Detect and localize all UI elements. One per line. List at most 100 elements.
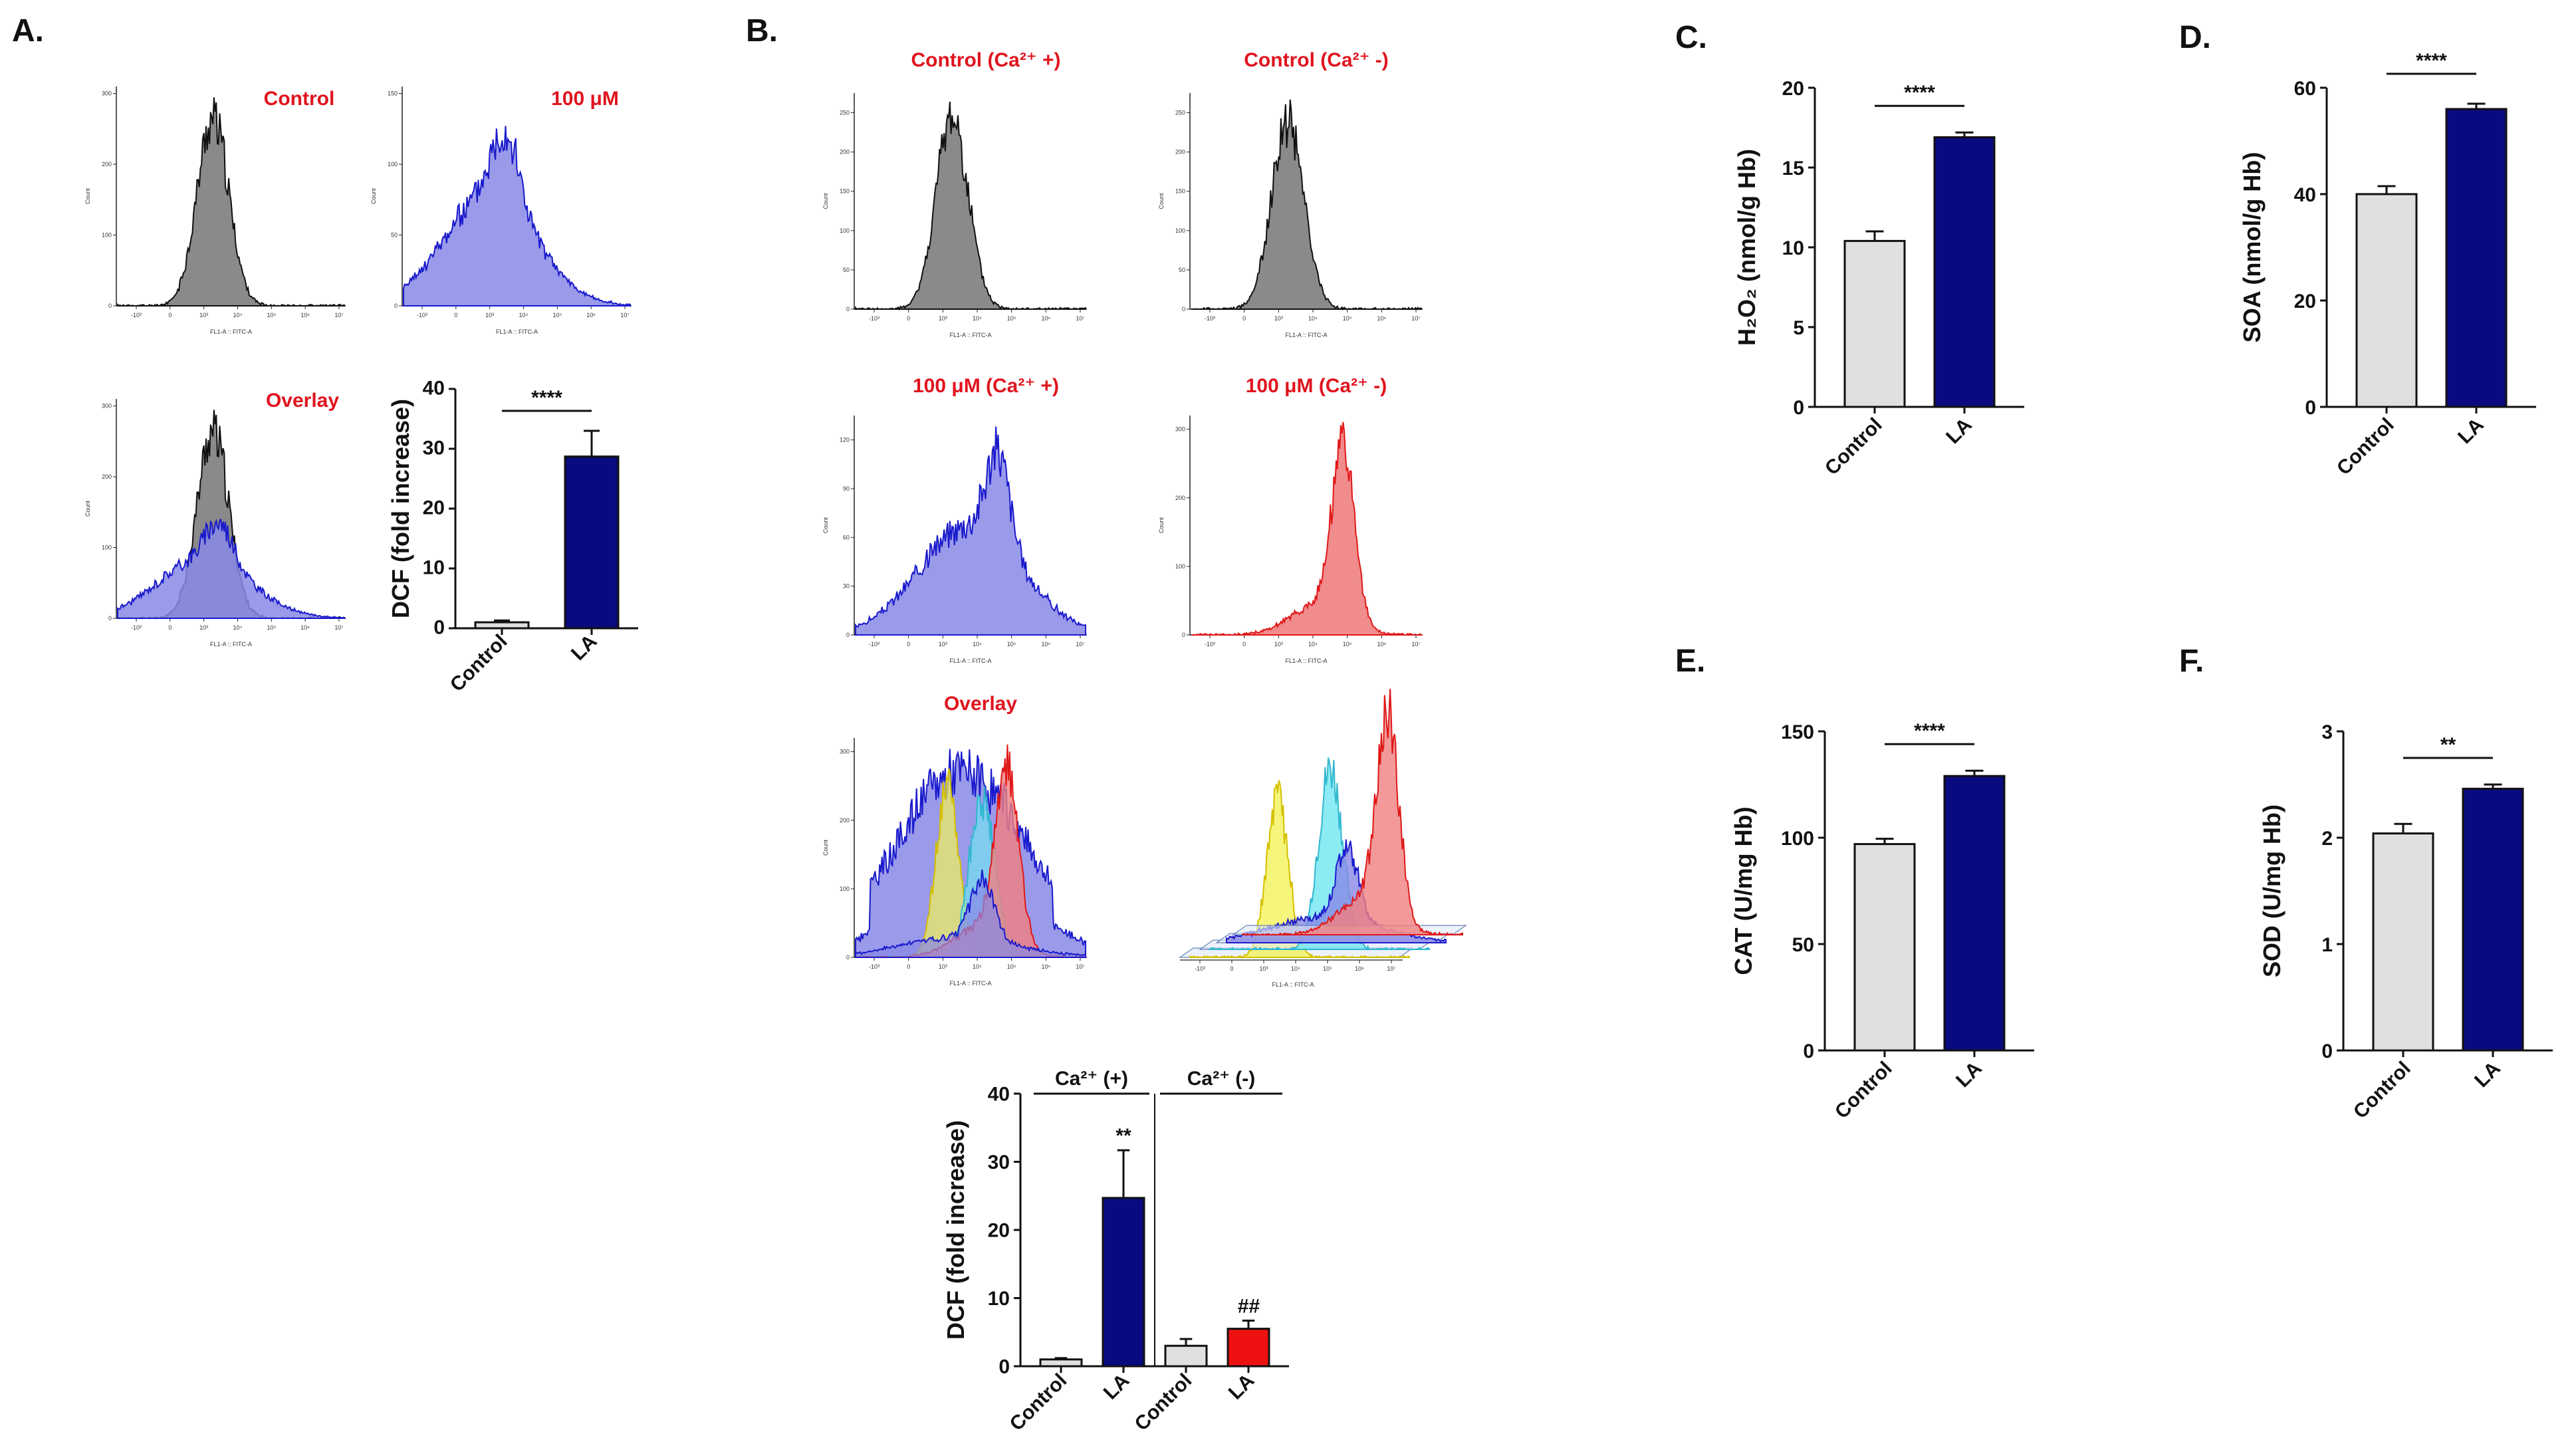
bar <box>1039 1358 1083 1368</box>
treated-histogram <box>117 518 346 619</box>
y-tick-label: 300 <box>102 403 112 410</box>
significance-stars: **** <box>1914 720 1945 742</box>
panel-label-d: D. <box>2179 20 2211 55</box>
x-tick-label: -10³ <box>1195 965 1205 972</box>
bar <box>1102 1197 1145 1368</box>
x-tick-label: 10³ <box>939 315 947 322</box>
y-tick-label: 0 <box>1182 306 1185 312</box>
x-tick-label: -10³ <box>869 963 879 970</box>
y-tick-label: 50 <box>391 232 398 239</box>
x-tick-label: 10⁷ <box>620 312 629 318</box>
x-tick-label: 10⁷ <box>1411 315 1420 322</box>
panel-label-e: E. <box>1675 644 1705 679</box>
category-label: Control <box>446 630 512 696</box>
bar-chart-C: 0 5 10 15 20 Control LA H₂O₂ (nmol/g Hb) **** <box>1733 78 2024 479</box>
significance-mark: ** <box>1115 1125 1131 1147</box>
y-tick-label: 200 <box>840 817 850 824</box>
y-tick-label: 150 <box>1175 188 1185 195</box>
panel-label-a: A. <box>12 13 44 49</box>
hist-b-ctrl-plus: 0 50 100 150 200 250 -10³ 0 10³ 10⁴ 10⁵ 10⁶ 10⁷ FL1-A… <box>822 49 1087 338</box>
x-tick-label: 0 <box>907 963 910 970</box>
overlay-histogram <box>1242 688 1463 936</box>
bar <box>1843 239 1906 408</box>
bar <box>474 621 530 630</box>
category-label: Control <box>2349 1057 2415 1123</box>
y-tick-label: 0 <box>108 303 112 309</box>
x-tick-label: 10⁶ <box>1377 315 1386 322</box>
x-tick-label: 0 <box>1230 965 1233 972</box>
category-label: Control <box>1821 414 1887 479</box>
bar <box>564 455 620 630</box>
bar <box>1853 843 1916 1052</box>
x-tick-label: 10⁵ <box>1323 965 1332 972</box>
y-tick-label: 100 <box>840 227 850 234</box>
x-tick-label: 10⁵ <box>1343 315 1352 322</box>
y-tick-label: 150 <box>840 188 850 195</box>
x-tick-label: 10⁷ <box>1387 965 1395 972</box>
x-tick-label: 10⁶ <box>300 312 310 318</box>
significance-stars: **** <box>2416 50 2447 72</box>
y-tick-label: 30 <box>423 437 445 459</box>
x-tick-label: -10³ <box>417 312 427 318</box>
y-axis-label: Count <box>84 188 91 205</box>
x-tick-label: 0 <box>168 624 172 631</box>
x-tick-label: 10⁵ <box>1007 963 1016 970</box>
x-tick-label: 0 <box>1242 315 1246 322</box>
x-tick-label: 10³ <box>485 312 494 318</box>
panel-label-c: C. <box>1675 20 1707 55</box>
y-axis-title: SOA (nmol/g Hb) <box>2238 152 2266 343</box>
x-axis-label: FL1-A :: FITC-A <box>1285 658 1327 664</box>
y-axis-label: Count <box>370 188 377 205</box>
y-tick-label: 10 <box>423 556 445 578</box>
control-histogram <box>1191 99 1422 310</box>
y-tick-label: 120 <box>840 437 850 443</box>
hist-title: Overlay <box>944 693 1017 715</box>
x-tick-label: 10⁴ <box>233 312 243 318</box>
control-histogram <box>855 101 1086 311</box>
y-tick-label: 60 <box>2294 78 2316 100</box>
x-tick-label: 10⁵ <box>267 624 276 631</box>
x-axis-label: FL1-A :: FITC-A <box>1285 332 1327 338</box>
bar <box>2372 832 2434 1052</box>
y-tick-label: 20 <box>988 1220 1010 1242</box>
x-axis-label: FL1-A :: FITC-A <box>210 328 252 335</box>
x-tick-label: 10³ <box>199 312 208 318</box>
bar <box>2445 108 2508 408</box>
y-tick-label: 200 <box>102 161 112 168</box>
y-tick-label: 0 <box>433 616 445 638</box>
y-tick-label: 20 <box>2294 291 2316 312</box>
y-tick-label: 200 <box>840 149 850 156</box>
y-tick-label: 100 <box>102 232 112 239</box>
x-axis-label: FL1-A :: FITC-A <box>949 658 991 664</box>
significance-stars: ** <box>2440 734 2456 756</box>
hist-title: 100 μM <box>551 88 619 110</box>
category-label: LA <box>1100 1370 1134 1404</box>
x-tick-label: 10⁶ <box>586 312 596 318</box>
hist-b-ctrl-minus: 0 50 100 150 200 250 -10³ 0 10³ 10⁴ 10⁵ 10⁶ 10⁷ FL1-A… <box>1158 49 1423 338</box>
x-tick-label: 0 <box>168 312 172 318</box>
y-tick-label: 3 <box>2321 721 2333 743</box>
y-tick-label: 100 <box>102 545 112 551</box>
y-tick-label: 0 <box>108 615 112 622</box>
x-tick-label: 10⁴ <box>973 315 982 322</box>
x-tick-label: 10⁴ <box>973 963 982 970</box>
y-tick-label: 0 <box>1182 632 1185 638</box>
y-tick-label: 250 <box>840 110 850 116</box>
y-tick-label: 100 <box>840 886 850 892</box>
bar-chart-D: 0 20 40 60 Control LA SOA (nmol/g Hb) **** <box>2238 50 2536 479</box>
y-axis-label: Count <box>822 193 829 209</box>
bar <box>1933 136 1996 408</box>
y-tick-label: 20 <box>1782 78 1804 100</box>
x-tick-label: 0 <box>907 641 910 648</box>
category-label: LA <box>1942 414 1976 448</box>
category-label: LA <box>1225 1370 1259 1404</box>
y-tick-label: 100 <box>1781 828 1814 850</box>
hist-title: Control (Ca²⁺ -) <box>1244 49 1388 71</box>
x-tick-label: 10⁷ <box>1076 963 1084 970</box>
hist-title: Control <box>264 88 335 110</box>
